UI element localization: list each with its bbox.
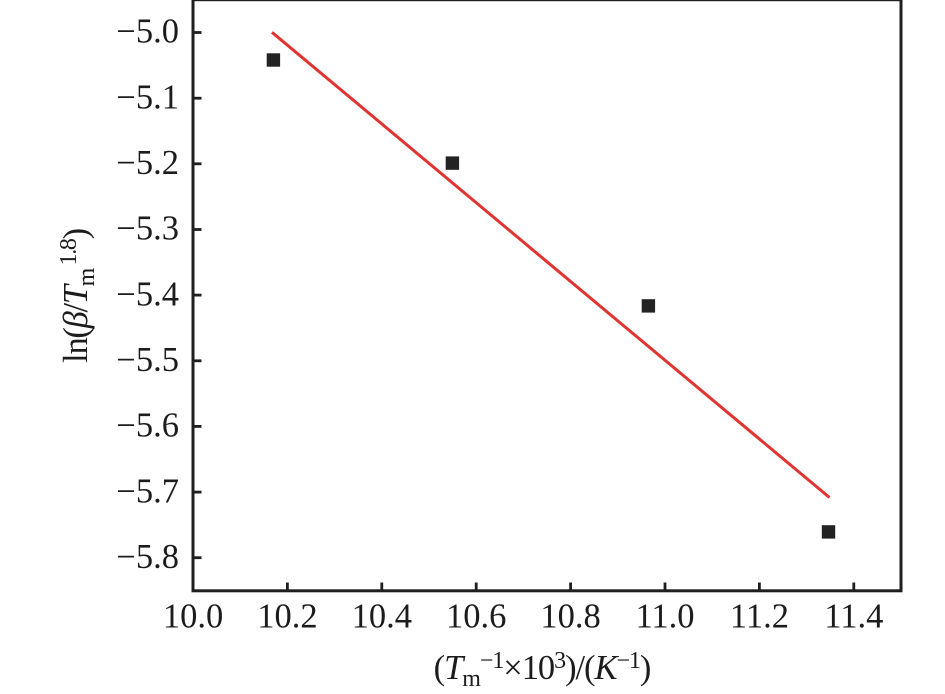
svg-text:10.2: 10.2 [257,598,317,636]
svg-text:−5.6: −5.6 [116,407,179,445]
svg-text:11.0: 11.0 [635,598,694,636]
svg-text:−5.4: −5.4 [116,275,179,313]
svg-text:11.2: 11.2 [730,598,789,636]
svg-text:−5.5: −5.5 [116,341,179,379]
svg-text:10.6: 10.6 [446,598,506,636]
svg-text:−5.1: −5.1 [116,78,179,116]
svg-text:−5.3: −5.3 [116,210,179,248]
svg-text:10.8: 10.8 [540,598,600,636]
svg-text:11.4: 11.4 [824,598,883,636]
svg-text:10.4: 10.4 [352,598,412,636]
svg-text:−5.0: −5.0 [116,13,179,51]
svg-text:−5.8: −5.8 [116,538,179,576]
svg-text:−5.2: −5.2 [116,144,179,182]
svg-text:10.0: 10.0 [163,598,223,636]
svg-text:−5.7: −5.7 [116,472,179,510]
